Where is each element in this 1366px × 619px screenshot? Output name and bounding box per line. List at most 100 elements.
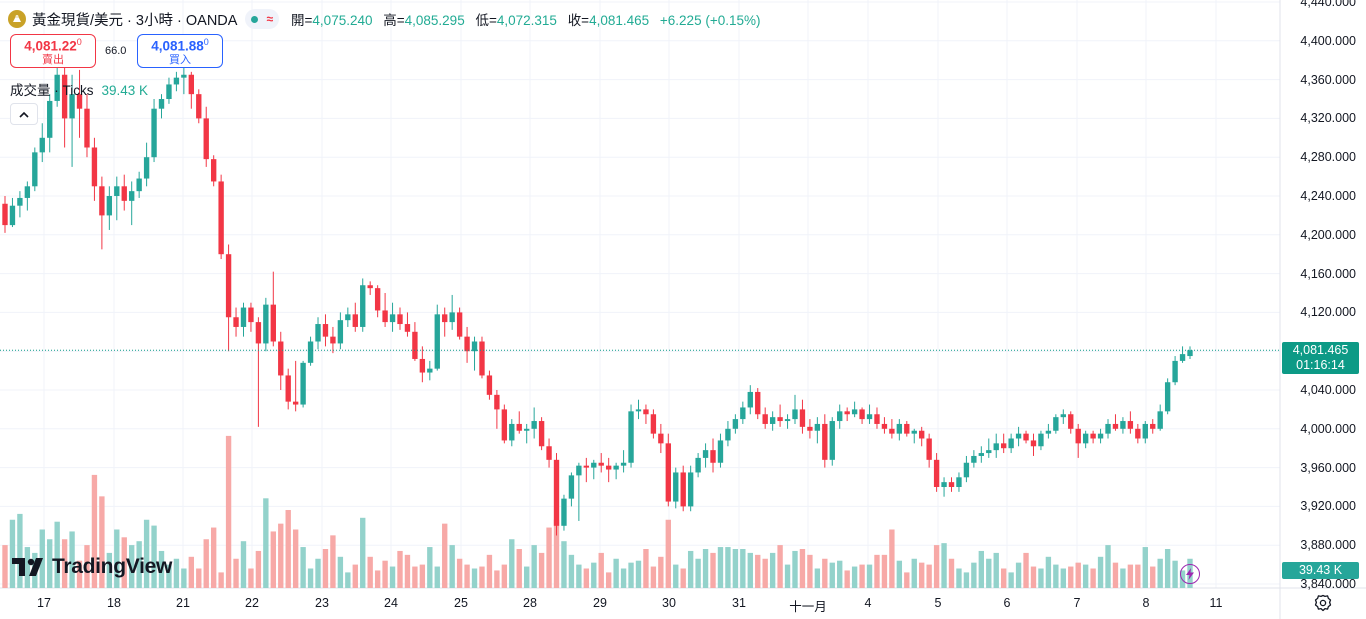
candle-body	[278, 341, 284, 376]
candle-body	[635, 409, 642, 412]
candle-body	[427, 368, 433, 373]
volume-bar	[650, 566, 657, 588]
volume-legend[interactable]: 成交量 · Ticks 39.43 K	[10, 79, 148, 99]
last-volume-tag: 39.43 K	[1282, 562, 1359, 579]
volume-bar	[136, 541, 142, 588]
volume-bar	[1068, 566, 1074, 588]
candle-body	[643, 409, 649, 415]
volume-bar	[710, 552, 716, 588]
candle-body	[859, 409, 865, 420]
volume-bar	[114, 529, 120, 588]
market-status-badge[interactable]: ≈	[245, 9, 280, 29]
volume-bar	[591, 562, 597, 588]
buy-button[interactable]: 4,081.880 買入	[137, 34, 223, 68]
volume-bar	[620, 568, 627, 588]
candle-body	[591, 462, 597, 468]
volume-bar	[531, 545, 537, 588]
volume-bar	[240, 541, 247, 588]
volume-legend-value: 39.43 K	[101, 83, 149, 98]
tradingview-logo[interactable]: TradingView	[12, 553, 172, 581]
lightning-button[interactable]	[1180, 564, 1200, 584]
candle-body	[1172, 360, 1178, 383]
candle-body	[650, 414, 657, 434]
volume-bar	[345, 572, 351, 588]
volume-bar	[717, 547, 724, 588]
chart-header: 黃金現貨/美元 · 3小時 · OANDA ≈ 開=4,075.240 高=4,…	[8, 8, 767, 30]
volume-bar	[360, 517, 366, 588]
volume-bar	[986, 558, 992, 588]
sell-button[interactable]: 4,081.220 賣出	[10, 34, 96, 68]
sell-price: 4,081.22	[24, 38, 77, 54]
candle-body	[360, 285, 366, 327]
time-axis-label: 6	[1003, 596, 1011, 610]
volume-bar	[1045, 556, 1052, 588]
candle-body	[822, 423, 828, 460]
volume-bar	[352, 564, 358, 588]
volume-bar	[732, 549, 739, 588]
candle-body	[54, 74, 60, 101]
candle-body	[464, 336, 470, 352]
candle-body	[1142, 423, 1148, 439]
volume-bar	[61, 539, 68, 588]
volume-bar	[1157, 558, 1163, 588]
candle-body	[1038, 433, 1044, 447]
candle-body	[1150, 423, 1156, 429]
collapse-legend-button[interactable]	[10, 103, 38, 125]
settings-gear-icon[interactable]	[1314, 594, 1332, 612]
candle-body	[240, 307, 247, 327]
volume-bar	[69, 531, 75, 588]
volume-bar	[300, 547, 306, 588]
price-axis-label: 4,040.000	[1300, 383, 1356, 397]
candle-body	[143, 157, 150, 179]
candle-body	[374, 288, 381, 311]
volume-bar	[1008, 572, 1014, 588]
volume-bar	[784, 564, 791, 588]
symbol-title[interactable]: 黃金現貨/美元 · 3小時 · OANDA	[32, 12, 238, 29]
volume-bar	[412, 566, 418, 588]
candle-body	[1164, 382, 1171, 412]
time-axis-label: 7	[1073, 596, 1081, 610]
candle-body	[799, 409, 806, 427]
candle-body	[725, 428, 731, 441]
candle-body	[76, 94, 83, 109]
candle-body	[755, 391, 761, 415]
candle-body	[136, 178, 142, 192]
volume-bar	[829, 562, 835, 588]
volume-bar	[613, 558, 619, 588]
volume-bar	[181, 568, 187, 588]
volume-bar	[449, 545, 455, 588]
candle-body	[1000, 443, 1007, 449]
bar-countdown: 01:16:14	[1296, 358, 1345, 372]
approx-icon: ≈	[266, 12, 274, 26]
candle-body	[956, 477, 962, 487]
volume-bar	[673, 564, 679, 588]
volume-bar	[91, 474, 98, 588]
volume-bar	[9, 519, 16, 588]
volume-bar	[233, 558, 239, 588]
candle-body	[181, 74, 187, 78]
candle-body	[1008, 438, 1014, 449]
candle-body	[553, 459, 560, 526]
volume-bar	[54, 521, 60, 588]
sell-label: 賣出	[42, 53, 64, 66]
volume-bar	[971, 562, 977, 588]
price-axis-label: 4,200.000	[1300, 227, 1356, 242]
volume-bar	[1082, 564, 1089, 588]
candle-body	[844, 411, 850, 415]
volume-bar	[1112, 562, 1119, 588]
volume-bar	[225, 435, 232, 588]
volume-bar	[106, 552, 113, 588]
volume-bar	[501, 564, 508, 588]
time-axis-label: 21	[176, 596, 190, 610]
candle-body	[39, 137, 45, 153]
candle-body	[456, 312, 463, 337]
price-axis-label: 3,920.000	[1300, 499, 1356, 514]
candle-body	[501, 409, 508, 441]
time-axis-label: 十一月	[789, 600, 827, 614]
candle-body	[1068, 414, 1074, 429]
market-open-dot-icon	[251, 15, 259, 23]
volume-bar	[635, 560, 642, 588]
time-axis-label: 29	[593, 596, 607, 610]
time-axis-label: 31	[732, 596, 746, 610]
